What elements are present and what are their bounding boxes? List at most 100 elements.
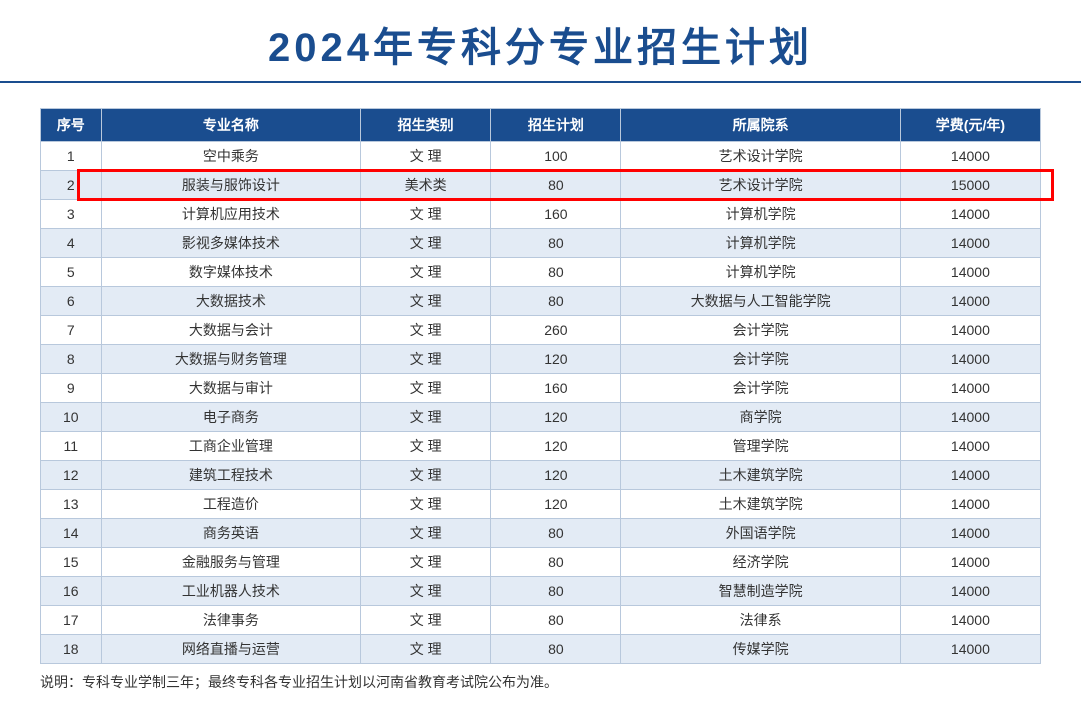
cell-dept: 土木建筑学院 (621, 490, 900, 519)
cell-dept: 管理学院 (621, 432, 900, 461)
table-row: 7大数据与会计文 理260会计学院14000 (41, 316, 1041, 345)
cell-name: 空中乘务 (101, 142, 360, 171)
cell-dept: 会计学院 (621, 374, 900, 403)
cell-seq: 12 (41, 461, 102, 490)
cell-seq: 17 (41, 606, 102, 635)
cell-seq: 14 (41, 519, 102, 548)
cell-name: 数字媒体技术 (101, 258, 360, 287)
cell-dept: 计算机学院 (621, 200, 900, 229)
table-row: 2服装与服饰设计美术类80艺术设计学院15000 (41, 171, 1041, 200)
cell-seq: 6 (41, 287, 102, 316)
cell-name: 网络直播与运营 (101, 635, 360, 664)
cell-dept: 大数据与人工智能学院 (621, 287, 900, 316)
cell-dept: 商学院 (621, 403, 900, 432)
cell-seq: 5 (41, 258, 102, 287)
cell-name: 电子商务 (101, 403, 360, 432)
cell-name: 法律事务 (101, 606, 360, 635)
cell-name: 大数据与会计 (101, 316, 360, 345)
cell-plan: 120 (491, 432, 621, 461)
cell-type: 文 理 (361, 519, 491, 548)
cell-type: 文 理 (361, 287, 491, 316)
cell-type: 文 理 (361, 142, 491, 171)
table-row: 8大数据与财务管理文 理120会计学院14000 (41, 345, 1041, 374)
cell-name: 大数据与审计 (101, 374, 360, 403)
cell-fee: 14000 (900, 229, 1040, 258)
cell-seq: 9 (41, 374, 102, 403)
table-row: 1空中乘务文 理100艺术设计学院14000 (41, 142, 1041, 171)
table-row: 9大数据与审计文 理160会计学院14000 (41, 374, 1041, 403)
cell-plan: 80 (491, 548, 621, 577)
cell-type: 文 理 (361, 635, 491, 664)
cell-plan: 160 (491, 374, 621, 403)
cell-name: 工程造价 (101, 490, 360, 519)
cell-dept: 传媒学院 (621, 635, 900, 664)
cell-plan: 80 (491, 635, 621, 664)
cell-plan: 120 (491, 490, 621, 519)
table-row: 10电子商务文 理120商学院14000 (41, 403, 1041, 432)
cell-seq: 16 (41, 577, 102, 606)
enrollment-table: 序号 专业名称 招生类别 招生计划 所属院系 学费(元/年) 1空中乘务文 理1… (40, 108, 1041, 664)
header-seq: 序号 (41, 109, 102, 142)
cell-fee: 14000 (900, 577, 1040, 606)
table-row: 13工程造价文 理120土木建筑学院14000 (41, 490, 1041, 519)
cell-dept: 计算机学院 (621, 258, 900, 287)
table-row: 17法律事务文 理80法律系14000 (41, 606, 1041, 635)
cell-name: 工业机器人技术 (101, 577, 360, 606)
cell-plan: 120 (491, 345, 621, 374)
cell-fee: 14000 (900, 200, 1040, 229)
cell-name: 影视多媒体技术 (101, 229, 360, 258)
cell-fee: 14000 (900, 635, 1040, 664)
cell-fee: 14000 (900, 403, 1040, 432)
cell-seq: 13 (41, 490, 102, 519)
cell-plan: 80 (491, 229, 621, 258)
cell-seq: 3 (41, 200, 102, 229)
cell-dept: 艺术设计学院 (621, 171, 900, 200)
cell-plan: 80 (491, 606, 621, 635)
cell-type: 文 理 (361, 577, 491, 606)
header-plan: 招生计划 (491, 109, 621, 142)
cell-plan: 80 (491, 171, 621, 200)
cell-plan: 120 (491, 461, 621, 490)
cell-seq: 4 (41, 229, 102, 258)
cell-type: 文 理 (361, 229, 491, 258)
table-row: 15金融服务与管理文 理80经济学院14000 (41, 548, 1041, 577)
cell-dept: 会计学院 (621, 345, 900, 374)
cell-fee: 14000 (900, 490, 1040, 519)
cell-dept: 经济学院 (621, 548, 900, 577)
cell-type: 文 理 (361, 606, 491, 635)
cell-fee: 14000 (900, 345, 1040, 374)
cell-fee: 14000 (900, 606, 1040, 635)
cell-fee: 14000 (900, 374, 1040, 403)
table-row: 18网络直播与运营文 理80传媒学院14000 (41, 635, 1041, 664)
cell-type: 文 理 (361, 432, 491, 461)
header-type: 招生类别 (361, 109, 491, 142)
cell-seq: 2 (41, 171, 102, 200)
cell-dept: 智慧制造学院 (621, 577, 900, 606)
cell-plan: 80 (491, 258, 621, 287)
page-title: 2024年专科分专业招生计划 (0, 0, 1081, 83)
table-row: 5数字媒体技术文 理80计算机学院14000 (41, 258, 1041, 287)
cell-type: 美术类 (361, 171, 491, 200)
cell-dept: 外国语学院 (621, 519, 900, 548)
cell-type: 文 理 (361, 490, 491, 519)
cell-dept: 艺术设计学院 (621, 142, 900, 171)
cell-seq: 18 (41, 635, 102, 664)
cell-type: 文 理 (361, 374, 491, 403)
cell-name: 服装与服饰设计 (101, 171, 360, 200)
cell-seq: 1 (41, 142, 102, 171)
cell-seq: 8 (41, 345, 102, 374)
cell-type: 文 理 (361, 403, 491, 432)
cell-fee: 14000 (900, 287, 1040, 316)
cell-fee: 14000 (900, 142, 1040, 171)
cell-plan: 160 (491, 200, 621, 229)
cell-name: 大数据与财务管理 (101, 345, 360, 374)
cell-type: 文 理 (361, 345, 491, 374)
table-row: 11工商企业管理文 理120管理学院14000 (41, 432, 1041, 461)
cell-name: 建筑工程技术 (101, 461, 360, 490)
cell-name: 金融服务与管理 (101, 548, 360, 577)
footnote: 说明：专科专业学制三年；最终专科各专业招生计划以河南省教育考试院公布为准。 (40, 664, 1041, 712)
cell-seq: 11 (41, 432, 102, 461)
cell-fee: 14000 (900, 432, 1040, 461)
cell-type: 文 理 (361, 316, 491, 345)
cell-name: 大数据技术 (101, 287, 360, 316)
